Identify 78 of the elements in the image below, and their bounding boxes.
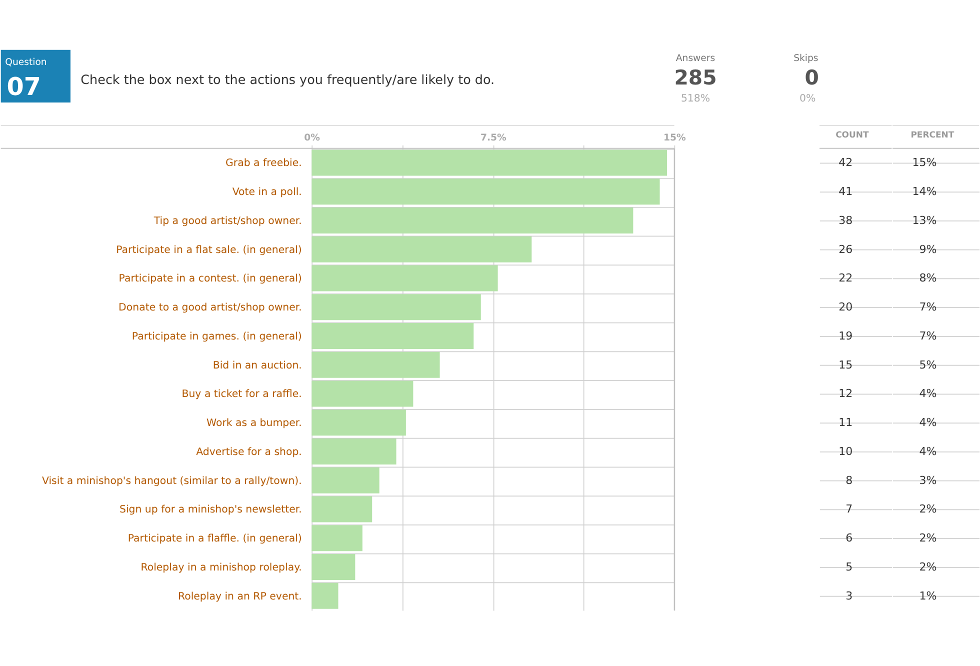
text: COUNT <box>836 130 870 140</box>
data-label: 11 <box>838 416 853 430</box>
x-tick-label: 7.5% <box>480 132 507 144</box>
text: Question <box>5 57 47 68</box>
data-label: 4% <box>919 444 937 458</box>
data-label: 4% <box>919 387 937 400</box>
data-label: 2% <box>919 502 937 516</box>
y-tick-label: Donate to a good artist/shop owner. <box>118 302 302 314</box>
bar <box>312 323 474 350</box>
data-label: 1% <box>919 589 937 602</box>
data-label: 5 <box>846 560 853 574</box>
y-tick-label: Visit a minishop's hangout (similar to a rally/town). <box>42 476 302 487</box>
y-tick-label: Work as a bumper. <box>206 418 302 430</box>
y-tick-label: Participate in a flat sale. (in general) <box>116 244 302 256</box>
data-label: 2% <box>919 560 937 574</box>
data-label: 3% <box>919 474 937 487</box>
y-tick-label: Tip a good artist/shop owner. <box>152 216 302 227</box>
bar <box>312 438 396 465</box>
bar <box>312 352 440 378</box>
y-tick-label: Participate in games. (in general) <box>132 331 302 342</box>
data-label: 5% <box>919 358 937 372</box>
y-tick-label: Sign up for a minishop's newsletter. <box>119 504 302 516</box>
bar <box>312 496 372 522</box>
y-tick-label: Vote in a poll. <box>232 187 302 198</box>
data-label: 15% <box>912 156 937 170</box>
text: PERCENT <box>910 130 954 140</box>
data-label: 10 <box>838 444 853 458</box>
text: 285 <box>674 66 717 90</box>
data-label: 2% <box>919 532 937 545</box>
chart-title: Check the box next to the actions you frequently/are likely to do. <box>80 72 495 88</box>
data-label: 26 <box>838 242 853 256</box>
data-label: 38 <box>838 214 853 227</box>
bar <box>312 554 356 580</box>
y-tick-label: Participate in a flaffle. (in general) <box>128 534 302 545</box>
bar <box>312 380 414 407</box>
text: 07 <box>6 72 42 101</box>
y-tick-label: Buy a ticket for a raffle. <box>182 389 302 400</box>
data-label: 3 <box>846 589 853 602</box>
text: 0 <box>804 66 819 90</box>
data-label: 4% <box>919 416 937 430</box>
y-tick-label: Roleplay in a minishop roleplay. <box>140 562 302 574</box>
data-label: 41 <box>838 185 853 198</box>
data-label: 19 <box>838 329 853 342</box>
bar <box>312 467 380 494</box>
y-tick-label: Bid in an auction. <box>212 360 302 372</box>
data-label: 14% <box>912 185 937 198</box>
data-label: 8% <box>919 272 937 285</box>
x-tick-label: 15% <box>664 132 687 144</box>
y-tick-label: Advertise for a shop. <box>196 446 302 458</box>
bar <box>312 525 362 552</box>
data-label: 13% <box>912 214 937 227</box>
data-label: 22 <box>838 272 853 285</box>
bar <box>312 294 481 320</box>
data-label: 12 <box>838 387 853 400</box>
data-label: 20 <box>838 300 853 314</box>
bar <box>312 150 668 176</box>
data-label: 7% <box>919 300 937 314</box>
x-tick-label: 0% <box>304 132 321 144</box>
data-label: 9% <box>919 242 937 256</box>
y-tick-label: Participate in a contest. (in general) <box>118 274 302 285</box>
text: Answers <box>676 52 716 64</box>
y-tick-label: Roleplay in an RP event. <box>178 591 302 602</box>
data-label: 8 <box>846 474 853 487</box>
data-label: 42 <box>838 156 853 170</box>
data-label: 15 <box>838 358 853 372</box>
bar <box>312 582 338 609</box>
data-label: 7% <box>919 329 937 342</box>
y-tick-label: Grab a freebie. <box>225 158 302 170</box>
data-label: 6 <box>846 532 853 545</box>
bar <box>312 178 660 205</box>
text: 518% <box>680 94 710 105</box>
bar <box>312 410 406 436</box>
text: 0% <box>800 94 816 105</box>
bar <box>312 208 634 234</box>
data-label: 7 <box>846 502 853 516</box>
bar <box>312 236 532 262</box>
text: Skips <box>794 52 818 64</box>
bar <box>312 265 498 292</box>
